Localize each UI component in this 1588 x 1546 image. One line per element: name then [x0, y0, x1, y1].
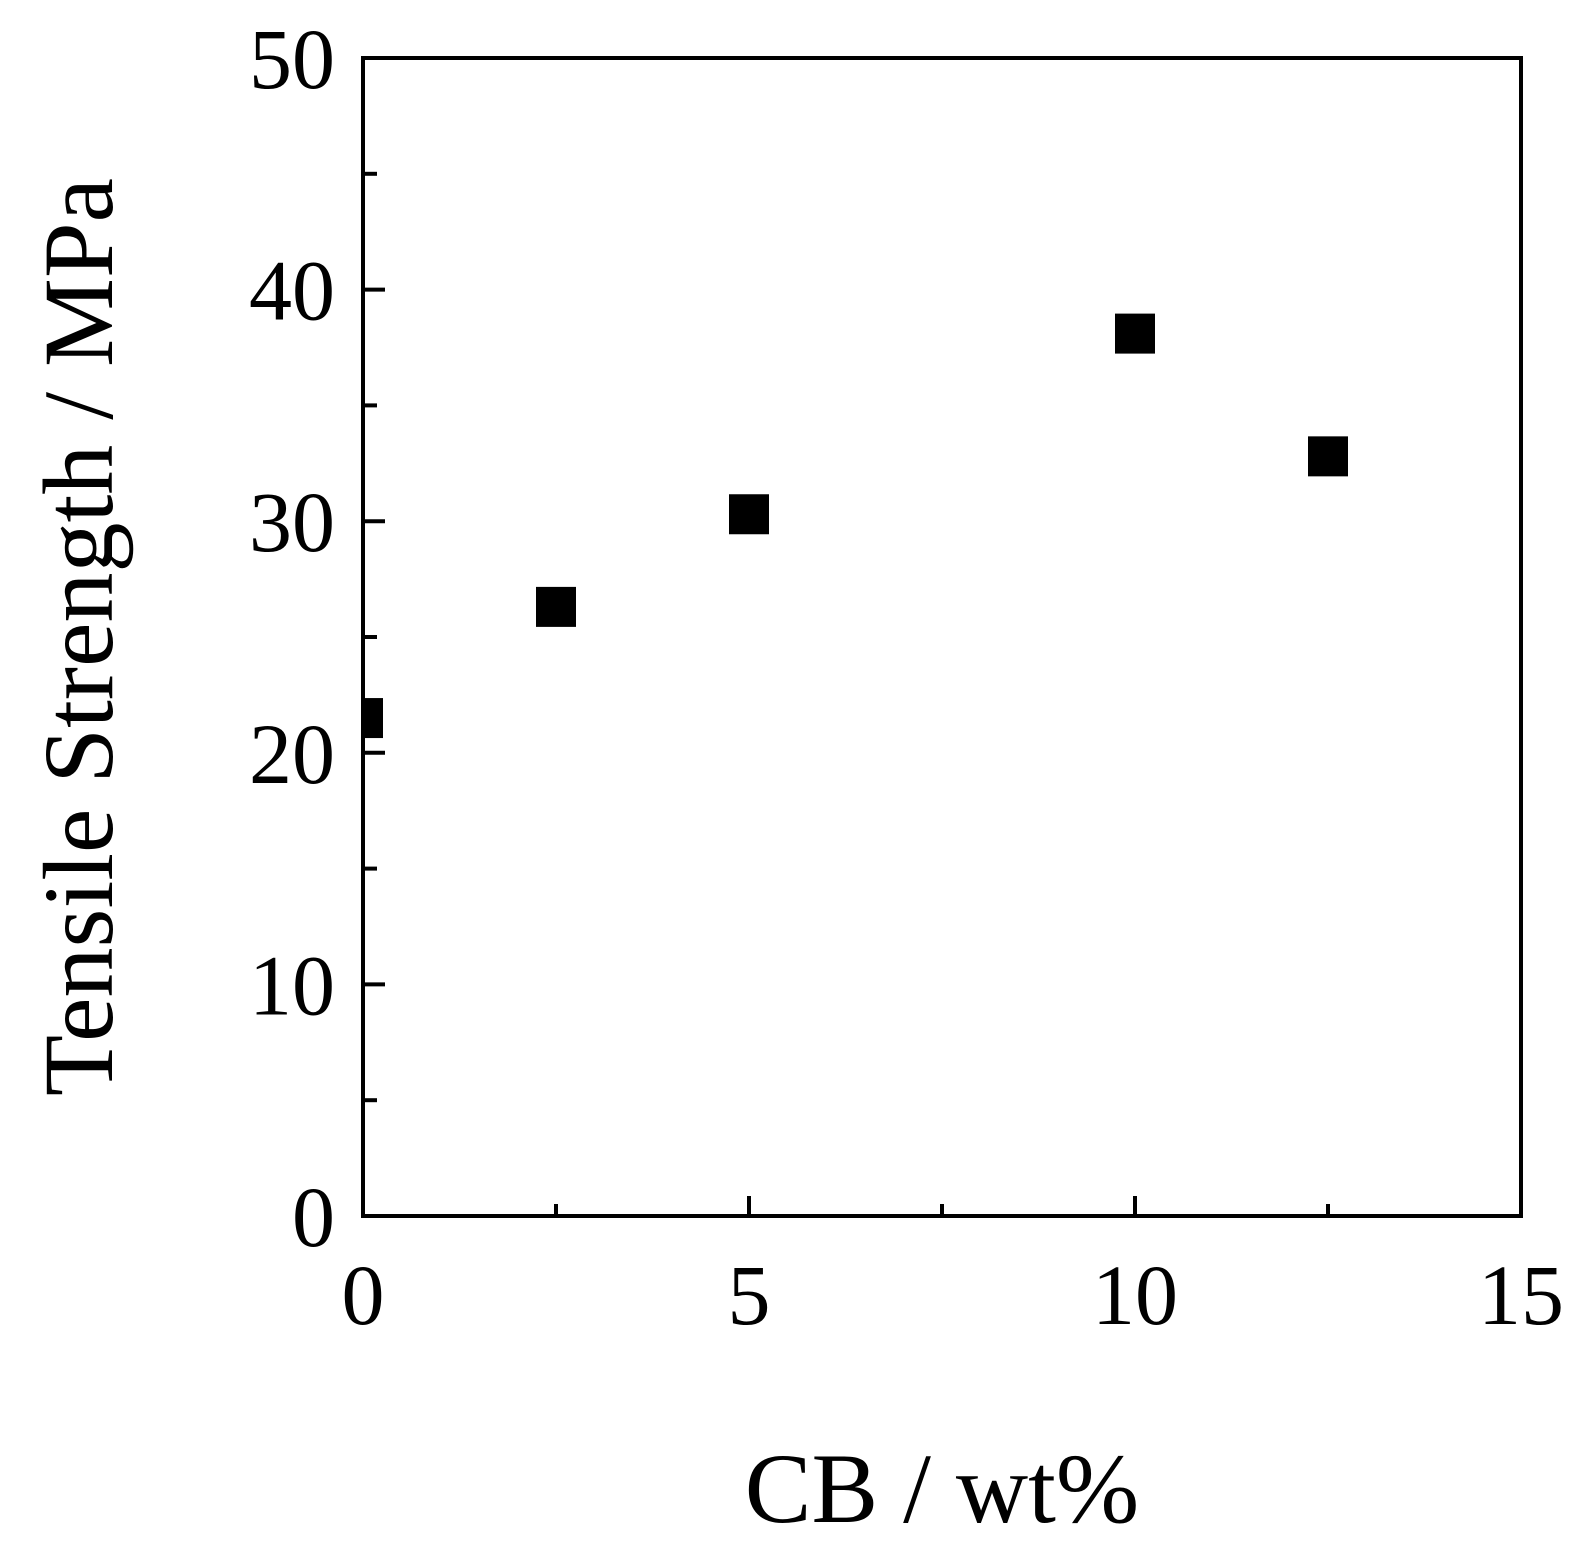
- x-tick-label: 0: [342, 1247, 385, 1343]
- data-point-marker: [729, 494, 769, 535]
- data-point-marker: [1115, 313, 1155, 354]
- x-tick-label: 5: [728, 1247, 771, 1343]
- y-tick-label: 20: [249, 706, 335, 802]
- axis-ticks: [361, 56, 1523, 1218]
- data-markers: [363, 313, 1348, 739]
- y-axis-label: Tensile Strength / MPa: [23, 178, 134, 1096]
- tick-labels: 0 5 10 15 0 10 20 30 40 50: [249, 11, 1564, 1343]
- data-point-marker: [363, 698, 383, 739]
- x-tick-label: 15: [1478, 1247, 1564, 1343]
- y-tick-label: 30: [249, 474, 335, 570]
- plot-frame: [361, 56, 1523, 1218]
- y-tick-label: 0: [292, 1169, 335, 1265]
- y-tick-label: 40: [249, 243, 335, 339]
- y-tick-label: 10: [249, 937, 335, 1033]
- x-axis-label: CB / wt%: [745, 1433, 1139, 1544]
- y-tick-label: 50: [249, 11, 335, 107]
- x-tick-label: 10: [1092, 1247, 1178, 1343]
- data-point-marker: [1308, 436, 1348, 477]
- data-point-marker: [536, 586, 576, 627]
